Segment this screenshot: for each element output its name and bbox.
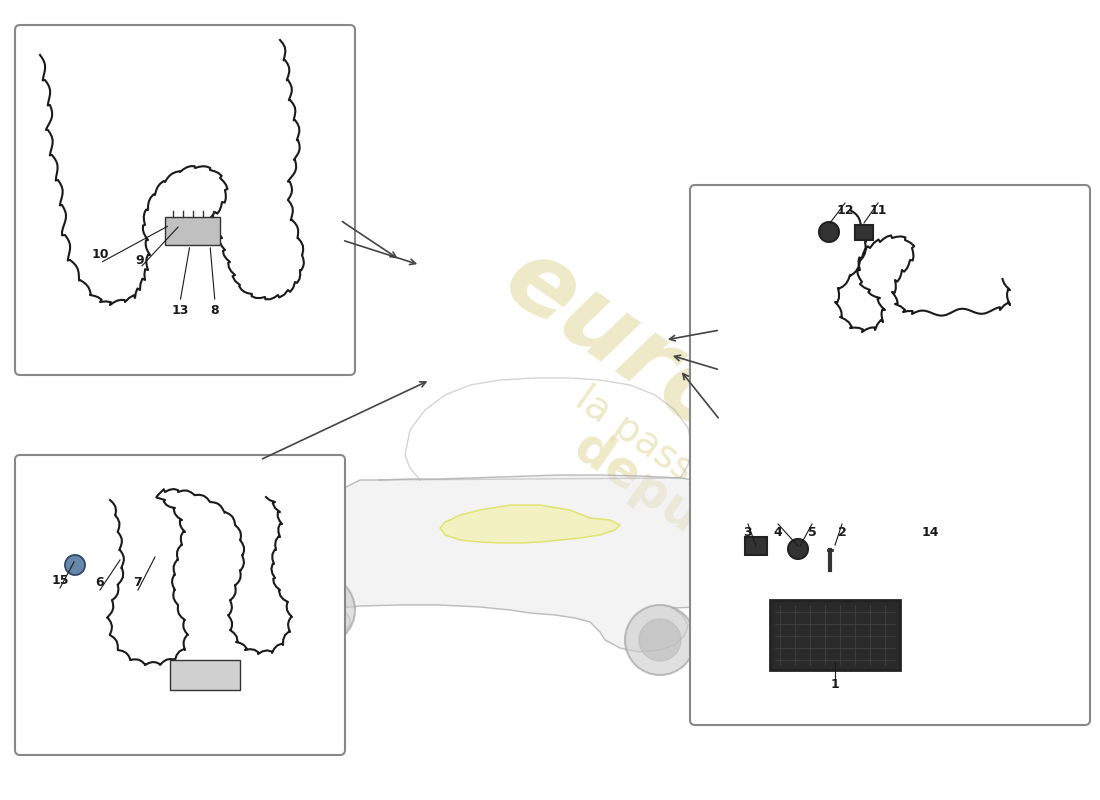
Text: 11: 11 — [869, 203, 887, 217]
Text: 14: 14 — [922, 526, 938, 538]
Circle shape — [625, 605, 695, 675]
Text: 1: 1 — [830, 678, 839, 691]
Circle shape — [285, 575, 355, 645]
Bar — [770, 600, 900, 670]
Text: 5: 5 — [807, 526, 816, 538]
Bar — [170, 660, 240, 690]
FancyBboxPatch shape — [15, 25, 355, 375]
Text: 4: 4 — [773, 526, 782, 538]
Circle shape — [65, 555, 85, 575]
Text: 7: 7 — [133, 575, 142, 589]
FancyBboxPatch shape — [690, 185, 1090, 725]
Circle shape — [788, 539, 808, 559]
Text: 6: 6 — [96, 575, 104, 589]
Circle shape — [820, 222, 839, 242]
Text: europes: europes — [485, 230, 915, 570]
Text: 8: 8 — [211, 303, 219, 317]
FancyBboxPatch shape — [15, 455, 345, 755]
Bar — [745, 537, 767, 555]
Text: 2: 2 — [837, 526, 846, 538]
Polygon shape — [258, 475, 838, 652]
Text: 12: 12 — [836, 203, 854, 217]
Text: 13: 13 — [172, 303, 189, 317]
Polygon shape — [440, 505, 620, 543]
Circle shape — [299, 589, 341, 631]
Circle shape — [639, 619, 681, 661]
Text: 10: 10 — [91, 249, 109, 262]
Bar — [165, 217, 220, 245]
Text: depuis 1985: depuis 1985 — [565, 422, 874, 658]
Bar — [855, 225, 873, 240]
Text: 9: 9 — [135, 254, 144, 266]
Text: la passion pour: la passion pour — [568, 379, 833, 581]
Text: 15: 15 — [52, 574, 68, 586]
Text: 3: 3 — [744, 526, 752, 538]
